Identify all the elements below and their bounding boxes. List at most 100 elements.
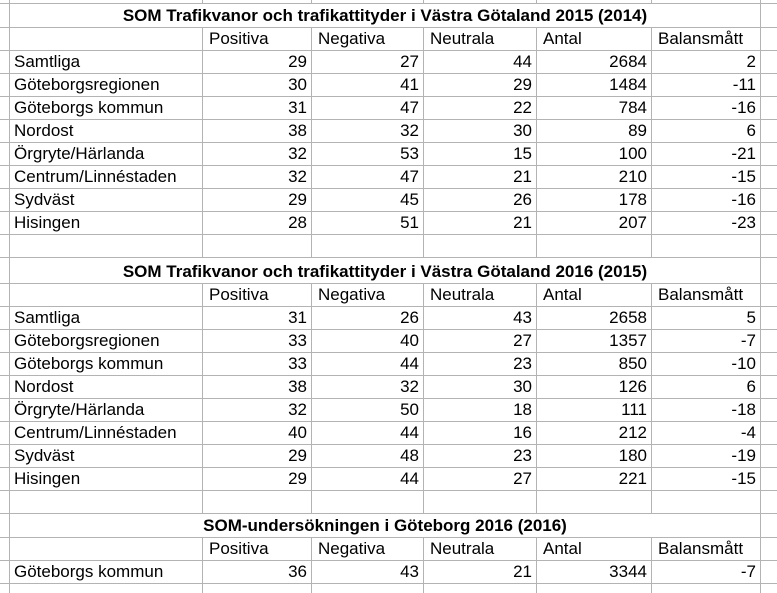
cell-negativa[interactable]: 26 bbox=[312, 307, 424, 330]
empty-cell[interactable] bbox=[312, 491, 424, 514]
cell-balansmatt[interactable]: -7 bbox=[652, 561, 761, 584]
cell-antal[interactable]: 2684 bbox=[537, 51, 652, 74]
cell-negativa[interactable]: 40 bbox=[312, 330, 424, 353]
cell-antal[interactable]: 1357 bbox=[537, 330, 652, 353]
empty-cell[interactable] bbox=[424, 491, 537, 514]
column-header-antal[interactable]: Antal bbox=[537, 538, 652, 561]
cell-positiva[interactable]: 33 bbox=[203, 330, 312, 353]
column-header-balansmatt[interactable]: Balansmått bbox=[652, 538, 761, 561]
row-label[interactable]: Örgryte/Härlanda bbox=[10, 399, 203, 422]
cell-balansmatt[interactable]: 2 bbox=[652, 51, 761, 74]
empty-cell[interactable] bbox=[203, 0, 312, 4]
cell-neutrala[interactable]: 29 bbox=[424, 74, 537, 97]
cell-balansmatt[interactable]: -16 bbox=[652, 189, 761, 212]
cell-positiva[interactable]: 32 bbox=[203, 166, 312, 189]
row-label[interactable]: Centrum/Linnéstaden bbox=[10, 166, 203, 189]
cell-positiva[interactable]: 38 bbox=[203, 120, 312, 143]
row-label[interactable]: Hisingen bbox=[10, 212, 203, 235]
cell-negativa[interactable]: 41 bbox=[312, 74, 424, 97]
empty-cell[interactable] bbox=[10, 0, 203, 4]
cell-neutrala[interactable]: 26 bbox=[424, 189, 537, 212]
cell-positiva[interactable]: 29 bbox=[203, 445, 312, 468]
column-header-antal[interactable]: Antal bbox=[537, 284, 652, 307]
cell-neutrala[interactable]: 27 bbox=[424, 468, 537, 491]
cell-balansmatt[interactable]: -4 bbox=[652, 422, 761, 445]
cell-neutrala[interactable]: 18 bbox=[424, 399, 537, 422]
cell-negativa[interactable]: 48 bbox=[312, 445, 424, 468]
cell-positiva[interactable]: 31 bbox=[203, 307, 312, 330]
cell-antal[interactable]: 89 bbox=[537, 120, 652, 143]
cell-balansmatt[interactable]: -18 bbox=[652, 399, 761, 422]
cell-antal[interactable]: 2658 bbox=[537, 307, 652, 330]
cell-positiva[interactable]: 36 bbox=[203, 561, 312, 584]
empty-cell[interactable] bbox=[203, 235, 312, 258]
cell-negativa[interactable]: 27 bbox=[312, 51, 424, 74]
row-label[interactable]: Göteborgs kommun bbox=[10, 97, 203, 120]
row-label[interactable]: Samtliga bbox=[10, 307, 203, 330]
row-label[interactable]: Sydväst bbox=[10, 189, 203, 212]
row-label[interactable]: Hisingen bbox=[10, 468, 203, 491]
row-label-cell[interactable] bbox=[10, 284, 203, 307]
section-title[interactable]: SOM Trafikvanor och trafikattityder i Vä… bbox=[10, 4, 761, 28]
cell-positiva[interactable]: 31 bbox=[203, 97, 312, 120]
row-label[interactable]: Göteborgs kommun bbox=[10, 353, 203, 376]
cell-balansmatt[interactable]: -7 bbox=[652, 330, 761, 353]
cell-neutrala[interactable]: 21 bbox=[424, 212, 537, 235]
empty-cell[interactable] bbox=[424, 235, 537, 258]
empty-cell[interactable] bbox=[10, 235, 203, 258]
empty-cell[interactable] bbox=[652, 584, 761, 593]
cell-antal[interactable]: 850 bbox=[537, 353, 652, 376]
cell-balansmatt[interactable]: 6 bbox=[652, 120, 761, 143]
empty-cell[interactable] bbox=[312, 0, 424, 4]
cell-negativa[interactable]: 43 bbox=[312, 561, 424, 584]
cell-balansmatt[interactable]: -21 bbox=[652, 143, 761, 166]
column-header-antal[interactable]: Antal bbox=[537, 28, 652, 51]
cell-positiva[interactable]: 33 bbox=[203, 353, 312, 376]
column-header-neutrala[interactable]: Neutrala bbox=[424, 538, 537, 561]
column-header-negativa[interactable]: Negativa bbox=[312, 284, 424, 307]
cell-antal[interactable]: 111 bbox=[537, 399, 652, 422]
cell-balansmatt[interactable]: 5 bbox=[652, 307, 761, 330]
cell-antal[interactable]: 178 bbox=[537, 189, 652, 212]
section-title[interactable]: SOM Trafikvanor och trafikattityder i Vä… bbox=[10, 258, 761, 284]
cell-neutrala[interactable]: 22 bbox=[424, 97, 537, 120]
column-header-balansmatt[interactable]: Balansmått bbox=[652, 28, 761, 51]
cell-neutrala[interactable]: 23 bbox=[424, 445, 537, 468]
row-label[interactable]: Samtliga bbox=[10, 51, 203, 74]
cell-negativa[interactable]: 51 bbox=[312, 212, 424, 235]
cell-antal[interactable]: 1484 bbox=[537, 74, 652, 97]
empty-cell[interactable] bbox=[10, 491, 203, 514]
empty-cell[interactable] bbox=[312, 235, 424, 258]
cell-positiva[interactable]: 32 bbox=[203, 143, 312, 166]
cell-neutrala[interactable]: 44 bbox=[424, 51, 537, 74]
empty-cell[interactable] bbox=[10, 584, 203, 593]
column-header-neutrala[interactable]: Neutrala bbox=[424, 28, 537, 51]
cell-negativa[interactable]: 44 bbox=[312, 422, 424, 445]
row-label[interactable]: Örgryte/Härlanda bbox=[10, 143, 203, 166]
row-label-cell[interactable] bbox=[10, 28, 203, 51]
cell-positiva[interactable]: 30 bbox=[203, 74, 312, 97]
empty-cell[interactable] bbox=[537, 491, 652, 514]
cell-neutrala[interactable]: 16 bbox=[424, 422, 537, 445]
row-label[interactable]: Nordost bbox=[10, 120, 203, 143]
column-header-neutrala[interactable]: Neutrala bbox=[424, 284, 537, 307]
row-label[interactable]: Sydväst bbox=[10, 445, 203, 468]
cell-antal[interactable]: 207 bbox=[537, 212, 652, 235]
cell-antal[interactable]: 212 bbox=[537, 422, 652, 445]
row-label[interactable]: Nordost bbox=[10, 376, 203, 399]
empty-cell[interactable] bbox=[652, 491, 761, 514]
cell-balansmatt[interactable]: -15 bbox=[652, 166, 761, 189]
column-header-positiva[interactable]: Positiva bbox=[203, 28, 312, 51]
cell-neutrala[interactable]: 15 bbox=[424, 143, 537, 166]
cell-negativa[interactable]: 44 bbox=[312, 353, 424, 376]
row-label[interactable]: Göteborgsregionen bbox=[10, 330, 203, 353]
cell-antal[interactable]: 210 bbox=[537, 166, 652, 189]
cell-positiva[interactable]: 29 bbox=[203, 51, 312, 74]
cell-antal[interactable]: 221 bbox=[537, 468, 652, 491]
cell-negativa[interactable]: 44 bbox=[312, 468, 424, 491]
cell-positiva[interactable]: 40 bbox=[203, 422, 312, 445]
cell-balansmatt[interactable]: -16 bbox=[652, 97, 761, 120]
cell-positiva[interactable]: 32 bbox=[203, 399, 312, 422]
cell-negativa[interactable]: 53 bbox=[312, 143, 424, 166]
row-label[interactable]: Göteborgsregionen bbox=[10, 74, 203, 97]
